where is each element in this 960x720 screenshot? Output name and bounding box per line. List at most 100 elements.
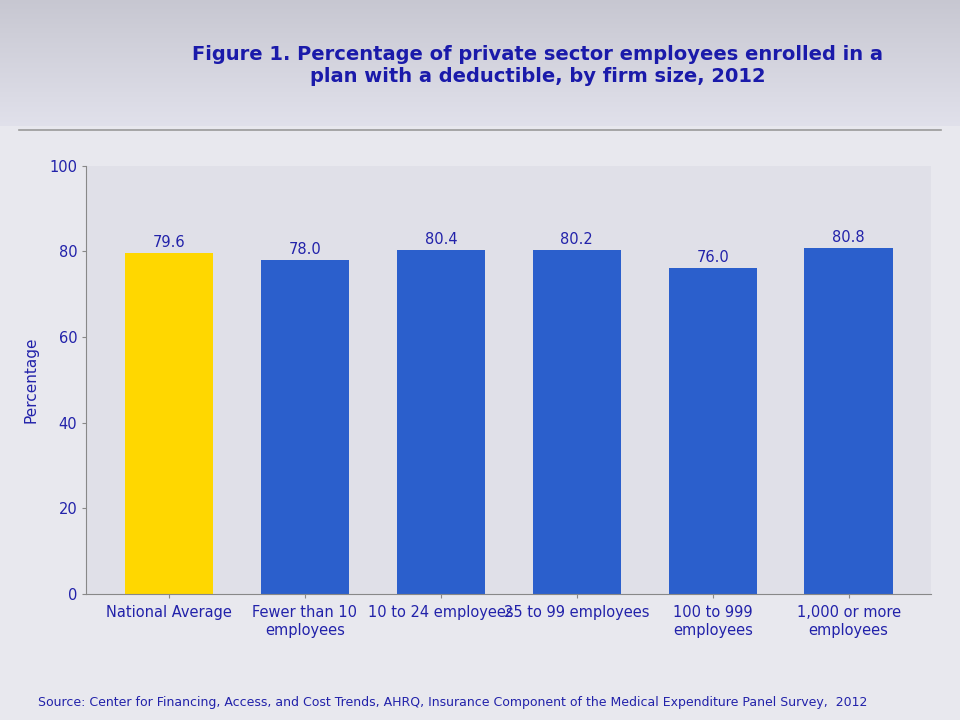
Bar [0, 2, 960, 4]
Text: 80.8: 80.8 [832, 230, 865, 245]
Text: Source: Center for Financing, Access, and Cost Trends, AHRQ, Insurance Component: Source: Center for Financing, Access, an… [38, 696, 868, 709]
Bar [0, 102, 960, 103]
Bar [0, 8, 960, 9]
Bar [261, 260, 349, 594]
Bar [533, 251, 621, 594]
Bar [0, 81, 960, 82]
Text: 80.4: 80.4 [424, 232, 457, 246]
Bar [0, 97, 960, 98]
Bar [0, 12, 960, 14]
Bar [0, 120, 960, 121]
Bar [0, 96, 960, 97]
Bar [0, 124, 960, 125]
Bar [0, 52, 960, 53]
Bar [0, 113, 960, 114]
Bar [0, 83, 960, 84]
Bar [0, 32, 960, 34]
Bar [0, 30, 960, 32]
Bar [0, 63, 960, 64]
Bar [0, 89, 960, 91]
Bar [0, 69, 960, 71]
Bar [0, 37, 960, 39]
Bar [0, 114, 960, 116]
Bar [0, 40, 960, 42]
Bar [0, 55, 960, 57]
Bar [0, 84, 960, 86]
Bar [125, 253, 213, 594]
Bar [668, 269, 756, 594]
Bar [0, 39, 960, 40]
Bar [0, 121, 960, 122]
Bar [0, 112, 960, 113]
Bar [0, 15, 960, 17]
Bar [0, 87, 960, 89]
Bar [0, 43, 960, 44]
Bar [0, 77, 960, 78]
Bar [0, 64, 960, 66]
Bar [0, 24, 960, 25]
Bar [0, 66, 960, 67]
Text: 79.6: 79.6 [153, 235, 185, 250]
Bar [0, 107, 960, 108]
Bar [0, 5, 960, 6]
Bar [0, 122, 960, 124]
Text: 80.2: 80.2 [561, 233, 593, 248]
Bar [0, 74, 960, 76]
Y-axis label: Percentage: Percentage [23, 336, 38, 423]
Bar [0, 109, 960, 111]
Bar [0, 108, 960, 109]
Bar [0, 73, 960, 74]
Bar [0, 34, 960, 35]
Bar [0, 54, 960, 55]
Bar [0, 101, 960, 102]
Text: 76.0: 76.0 [696, 251, 729, 266]
Bar [0, 86, 960, 87]
Bar [0, 17, 960, 19]
Bar [0, 57, 960, 58]
Bar [0, 68, 960, 69]
Bar [0, 27, 960, 29]
Bar [0, 117, 960, 118]
Bar [0, 0, 960, 1]
Bar [0, 35, 960, 37]
Bar [0, 125, 960, 126]
Bar [0, 94, 960, 96]
Bar [0, 1, 960, 2]
Bar [0, 49, 960, 50]
Bar [0, 62, 960, 63]
Bar [396, 250, 485, 594]
Text: 78.0: 78.0 [289, 242, 322, 257]
Bar [0, 6, 960, 7]
Bar [0, 25, 960, 27]
Bar [0, 53, 960, 54]
Bar [0, 59, 960, 60]
Bar [0, 82, 960, 83]
Bar [0, 71, 960, 72]
Bar [0, 48, 960, 49]
Bar [0, 106, 960, 107]
Bar [0, 14, 960, 15]
Bar [0, 76, 960, 77]
Bar [0, 4, 960, 5]
Bar [0, 23, 960, 24]
Bar [0, 104, 960, 106]
Bar [0, 50, 960, 52]
Bar [0, 45, 960, 47]
Bar [0, 72, 960, 73]
Bar [0, 60, 960, 62]
Bar [0, 29, 960, 30]
Bar [0, 47, 960, 48]
Bar [0, 99, 960, 101]
Bar [0, 78, 960, 79]
Bar [0, 10, 960, 12]
Bar [0, 79, 960, 81]
Bar [0, 93, 960, 94]
Bar [0, 42, 960, 43]
Bar [0, 92, 960, 93]
Bar [804, 248, 893, 594]
Bar [0, 19, 960, 20]
Bar [0, 91, 960, 92]
Bar [0, 58, 960, 59]
Bar [0, 67, 960, 68]
Text: Figure 1. Percentage of private sector employees enrolled in a
plan with a deduc: Figure 1. Percentage of private sector e… [192, 45, 883, 86]
